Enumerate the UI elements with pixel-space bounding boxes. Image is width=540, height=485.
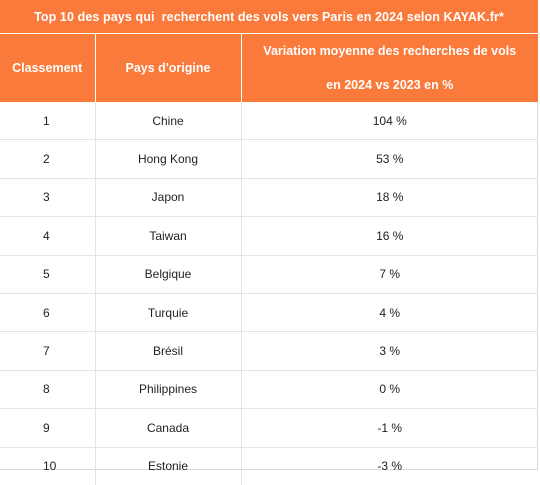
variation-cell: 0 % bbox=[240, 369, 538, 409]
rank-cell: 7 bbox=[0, 331, 95, 371]
variation-cell: 18 % bbox=[240, 177, 538, 217]
variation-cell: 104 % bbox=[240, 102, 538, 140]
variation-cell: -3 % bbox=[240, 446, 538, 485]
rank-cell: 3 bbox=[0, 177, 95, 217]
table-row: 1 Chine 104 % bbox=[0, 102, 538, 140]
country-cell: Belgique bbox=[94, 254, 241, 294]
table-row: 5 Belgique 7 % bbox=[0, 254, 538, 294]
header-variation: Variation moyenne des recherches de vols… bbox=[240, 34, 538, 102]
country-cell: Estonie bbox=[94, 446, 241, 485]
table-row: 8 Philippines 0 % bbox=[0, 369, 538, 409]
country-cell: Turquie bbox=[94, 292, 241, 332]
rank-cell: 9 bbox=[0, 408, 95, 448]
ranking-table: Classement Pays d'origine Variation moye… bbox=[0, 34, 538, 485]
rank-cell: 2 bbox=[0, 139, 95, 179]
country-cell: Japon bbox=[94, 177, 241, 217]
variation-cell: 3 % bbox=[240, 331, 538, 371]
table-body: 1 Chine 104 % 2 Hong Kong 53 % 3 Japon 1… bbox=[0, 102, 538, 485]
table-row: 9 Canada -1 % bbox=[0, 408, 538, 448]
header-row: Classement Pays d'origine Variation moye… bbox=[0, 34, 538, 102]
table-row: 2 Hong Kong 53 % bbox=[0, 139, 538, 179]
rank-cell: 6 bbox=[0, 292, 95, 332]
table-row: 4 Taiwan 16 % bbox=[0, 216, 538, 256]
header-rank: Classement bbox=[0, 34, 95, 102]
variation-cell: 53 % bbox=[240, 139, 538, 179]
header-variation-line1: Variation moyenne des recherches de vols bbox=[263, 44, 517, 58]
variation-cell: 4 % bbox=[240, 292, 538, 332]
country-cell: Hong Kong bbox=[94, 139, 241, 179]
table-row: 10 Estonie -3 % bbox=[0, 446, 538, 485]
country-cell: Canada bbox=[94, 408, 241, 448]
header-variation-line2: en 2024 vs 2023 en % bbox=[326, 78, 454, 92]
table-row: 3 Japon 18 % bbox=[0, 177, 538, 217]
rank-cell: 4 bbox=[0, 216, 95, 256]
header-country: Pays d'origine bbox=[94, 34, 241, 102]
table-title: Top 10 des pays qui recherchent des vols… bbox=[0, 0, 538, 34]
country-cell: Philippines bbox=[94, 369, 241, 409]
country-cell: Brésil bbox=[94, 331, 241, 371]
variation-cell: 7 % bbox=[240, 254, 538, 294]
table-row: 6 Turquie 4 % bbox=[0, 292, 538, 332]
rank-cell: 1 bbox=[43, 113, 50, 128]
rank-cell: 10 bbox=[0, 446, 95, 485]
rank-cell: 8 bbox=[0, 369, 95, 409]
variation-cell: 16 % bbox=[240, 216, 538, 256]
variation-cell: -1 % bbox=[240, 408, 538, 448]
country-cell: Taiwan bbox=[94, 216, 241, 256]
table-row: 7 Brésil 3 % bbox=[0, 331, 538, 371]
country-cell: Chine bbox=[94, 102, 241, 140]
rank-cell: 5 bbox=[0, 254, 95, 294]
